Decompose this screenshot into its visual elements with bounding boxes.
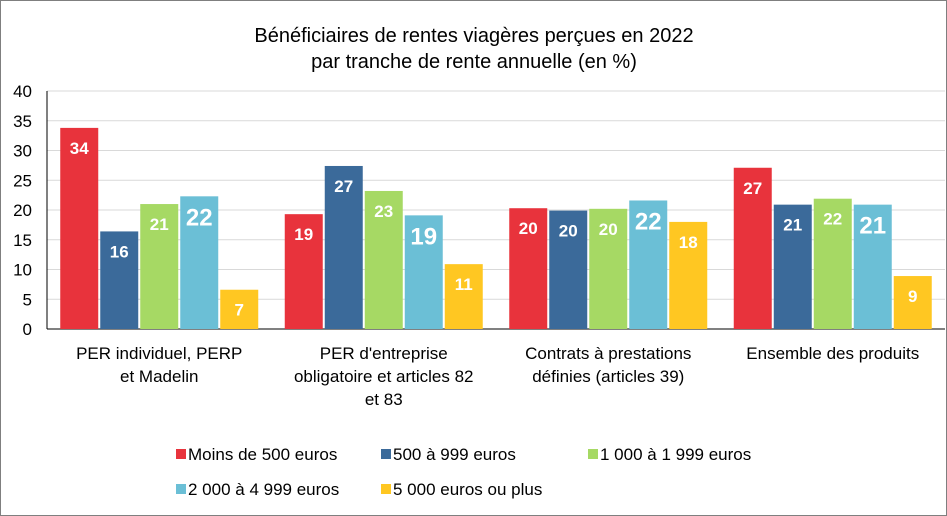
data-label: 16 xyxy=(110,242,129,261)
bar xyxy=(180,196,219,329)
category-label: définies (articles 39) xyxy=(532,367,684,386)
bar xyxy=(60,127,99,329)
legend-swatch xyxy=(381,484,391,494)
category-label: PER d'entreprise xyxy=(320,344,448,363)
bar xyxy=(284,214,323,329)
y-tick-label: 25 xyxy=(13,171,32,190)
bar xyxy=(629,200,668,329)
data-label: 34 xyxy=(70,139,89,158)
bar xyxy=(364,190,403,329)
legend-swatch xyxy=(588,449,598,459)
data-label: 22 xyxy=(186,204,213,231)
bar xyxy=(853,204,892,329)
data-label: 22 xyxy=(823,210,842,229)
data-label: 27 xyxy=(334,177,353,196)
data-label: 9 xyxy=(908,287,917,306)
y-tick-label: 40 xyxy=(13,82,32,101)
bar xyxy=(220,289,259,329)
y-tick-label: 35 xyxy=(13,112,32,131)
category-label: obligatoire et articles 82 xyxy=(294,367,474,386)
bar xyxy=(549,210,588,329)
category-label: Ensemble des produits xyxy=(746,344,919,363)
bar xyxy=(589,208,628,329)
bar xyxy=(324,165,363,329)
category-label: Contrats à prestations xyxy=(525,344,691,363)
legend-label: 500 à 999 euros xyxy=(393,445,516,464)
y-tick-label: 0 xyxy=(23,320,32,339)
bar xyxy=(404,215,443,329)
bar xyxy=(140,204,179,329)
data-label: 11 xyxy=(455,275,473,294)
bar xyxy=(773,204,812,329)
chart-title-line: par tranche de rente annuelle (en %) xyxy=(311,51,637,73)
data-label: 7 xyxy=(235,301,244,320)
data-label: 21 xyxy=(859,213,886,240)
legend-label: 2 000 à 4 999 euros xyxy=(188,480,339,499)
y-tick-label: 10 xyxy=(13,261,32,280)
legend-label: 5 000 euros ou plus xyxy=(393,480,542,499)
data-label: 21 xyxy=(150,215,169,234)
bar xyxy=(669,221,708,329)
y-tick-label: 30 xyxy=(13,142,32,161)
y-tick-label: 5 xyxy=(23,290,32,309)
data-label: 23 xyxy=(374,202,393,221)
category-label: et 83 xyxy=(365,390,403,409)
bar xyxy=(509,208,548,329)
y-tick-label: 20 xyxy=(13,201,32,220)
data-label: 20 xyxy=(519,219,538,238)
chart-title-line: Bénéficiaires de rentes viagères perçues… xyxy=(254,25,693,47)
data-label: 18 xyxy=(679,233,698,252)
category-label: et Madelin xyxy=(120,367,198,386)
bar xyxy=(893,276,932,329)
legend-label: Moins de 500 euros xyxy=(188,445,337,464)
legend-swatch xyxy=(381,449,391,459)
data-label: 20 xyxy=(559,222,578,241)
category-label: PER individuel, PERP xyxy=(76,344,242,363)
bar xyxy=(444,264,483,329)
data-label: 20 xyxy=(599,220,618,239)
bar xyxy=(733,167,772,329)
data-label: 19 xyxy=(410,223,437,250)
data-label: 21 xyxy=(783,216,802,235)
data-label: 27 xyxy=(743,179,762,198)
data-label: 22 xyxy=(635,208,662,235)
bar xyxy=(100,231,139,329)
y-tick-label: 15 xyxy=(13,231,32,250)
legend-swatch xyxy=(176,449,186,459)
bar xyxy=(813,198,852,329)
data-label: 19 xyxy=(294,225,313,244)
legend-swatch xyxy=(176,484,186,494)
legend-label: 1 000 à 1 999 euros xyxy=(600,445,751,464)
